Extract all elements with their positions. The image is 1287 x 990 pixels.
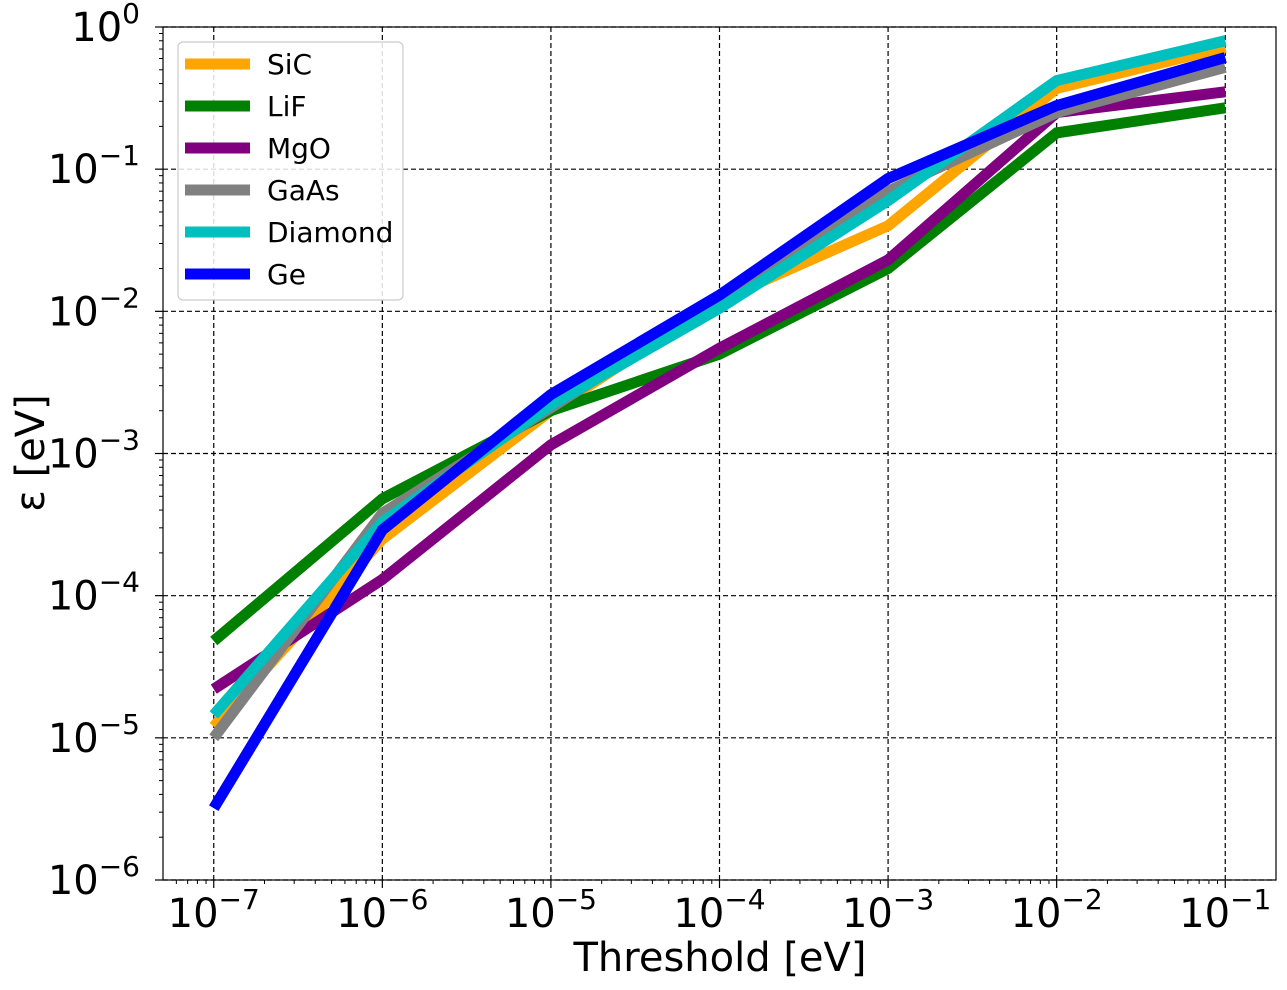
x-tick-exp: −1: [1230, 883, 1271, 916]
y-tick-exp: −4: [99, 566, 140, 599]
x-tick-base: 10: [168, 891, 219, 937]
series-lines: [209, 35, 1227, 812]
y-tick-exp: −2: [99, 281, 140, 314]
x-tick-label: 10−3: [842, 883, 934, 937]
y-tick-exp: −5: [99, 708, 140, 741]
x-tick-labels: 10−7 10−6 10−5 10−4 10−3 10−2 10−1: [168, 883, 1272, 937]
y-tick-base: 10: [48, 289, 99, 335]
y-tick-exp: −1: [99, 139, 140, 172]
legend-label: Ge: [267, 258, 306, 291]
y-tick-label: 100: [71, 0, 140, 51]
x-tick-label: 10−6: [336, 883, 428, 937]
y-tick-label: 10−6: [48, 850, 140, 904]
x-tick-label: 10−5: [505, 883, 597, 937]
y-axis-label: ε [eV]: [8, 394, 54, 512]
x-axis-label: Threshold [eV]: [572, 935, 866, 981]
legend: SiC LiF MgO GaAs Diamond Ge: [177, 41, 404, 301]
y-tick-base: 10: [71, 5, 122, 51]
y-tick-exp: 0: [122, 0, 140, 30]
series-line-diamond: [209, 35, 1227, 719]
x-tick-exp: −4: [724, 883, 765, 916]
y-tick-exp: −6: [99, 850, 140, 883]
x-tick-label: 10−2: [1011, 883, 1103, 937]
y-tick-label: 10−1: [48, 139, 140, 193]
axis-ticks: [155, 26, 1226, 888]
legend-label: SiC: [267, 48, 312, 81]
legend-item-mgo: MgO: [185, 132, 331, 165]
x-tick-base: 10: [673, 891, 724, 937]
x-tick-exp: −7: [219, 883, 260, 916]
y-tick-exp: −3: [99, 424, 140, 457]
x-tick-label: 10−7: [168, 883, 260, 937]
y-tick-label: 10−3: [48, 424, 140, 478]
x-tick-exp: −3: [893, 883, 934, 916]
legend-label: Diamond: [267, 216, 393, 249]
legend-label: LiF: [267, 90, 306, 123]
legend-label: GaAs: [267, 174, 340, 207]
legend-item-diamond: Diamond: [185, 216, 393, 249]
y-tick-base: 10: [48, 858, 99, 904]
y-tick-label: 10−2: [48, 281, 140, 335]
x-tick-label: 10−1: [1179, 883, 1271, 937]
x-tick-exp: −5: [556, 883, 597, 916]
legend-item-lif: LiF: [185, 90, 306, 123]
y-tick-base: 10: [48, 432, 99, 478]
x-tick-base: 10: [842, 891, 893, 937]
legend-item-ge: Ge: [185, 258, 306, 291]
x-tick-base: 10: [505, 891, 556, 937]
legend-label: MgO: [267, 132, 331, 165]
x-tick-base: 10: [336, 891, 387, 937]
x-tick-base: 10: [1011, 891, 1062, 937]
x-tick-label: 10−4: [673, 883, 765, 937]
x-tick-exp: −2: [1061, 883, 1102, 916]
legend-item-gaas: GaAs: [185, 174, 340, 207]
y-tick-base: 10: [48, 716, 99, 762]
series-line-ge: [209, 52, 1227, 812]
legend-item-sic: SiC: [185, 48, 312, 81]
y-tick-label: 10−5: [48, 708, 140, 762]
y-tick-label: 10−4: [48, 566, 140, 620]
y-tick-base: 10: [48, 147, 99, 193]
y-tick-base: 10: [48, 574, 99, 620]
x-tick-base: 10: [1179, 891, 1230, 937]
x-tick-exp: −6: [387, 883, 428, 916]
